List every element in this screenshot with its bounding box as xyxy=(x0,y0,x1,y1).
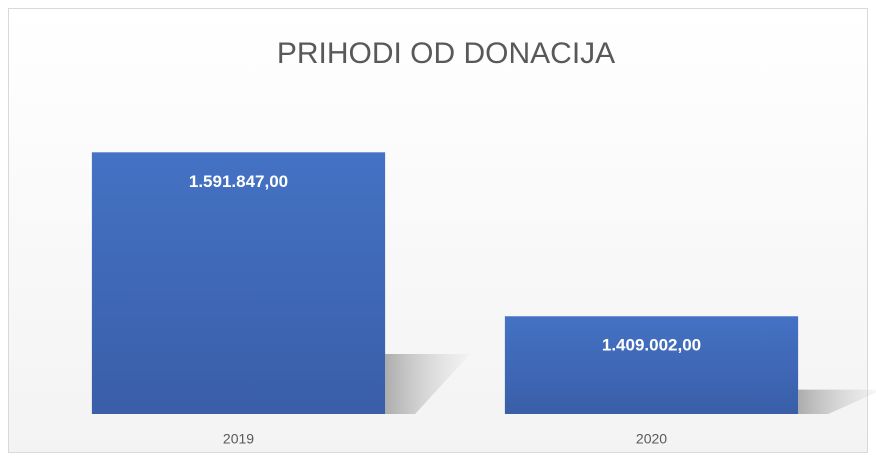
chart-title: PRIHODI OD DONACIJA xyxy=(277,37,615,70)
data-label: 1.591.847,00 xyxy=(189,172,288,191)
data-label: 1.409.002,00 xyxy=(602,336,701,355)
bar-shadow xyxy=(385,354,471,414)
x-tick-label: 2019 xyxy=(223,431,254,447)
bar xyxy=(91,152,386,414)
x-tick-label: 2020 xyxy=(636,431,667,447)
bar-shadow xyxy=(798,389,876,414)
bar xyxy=(504,316,799,414)
